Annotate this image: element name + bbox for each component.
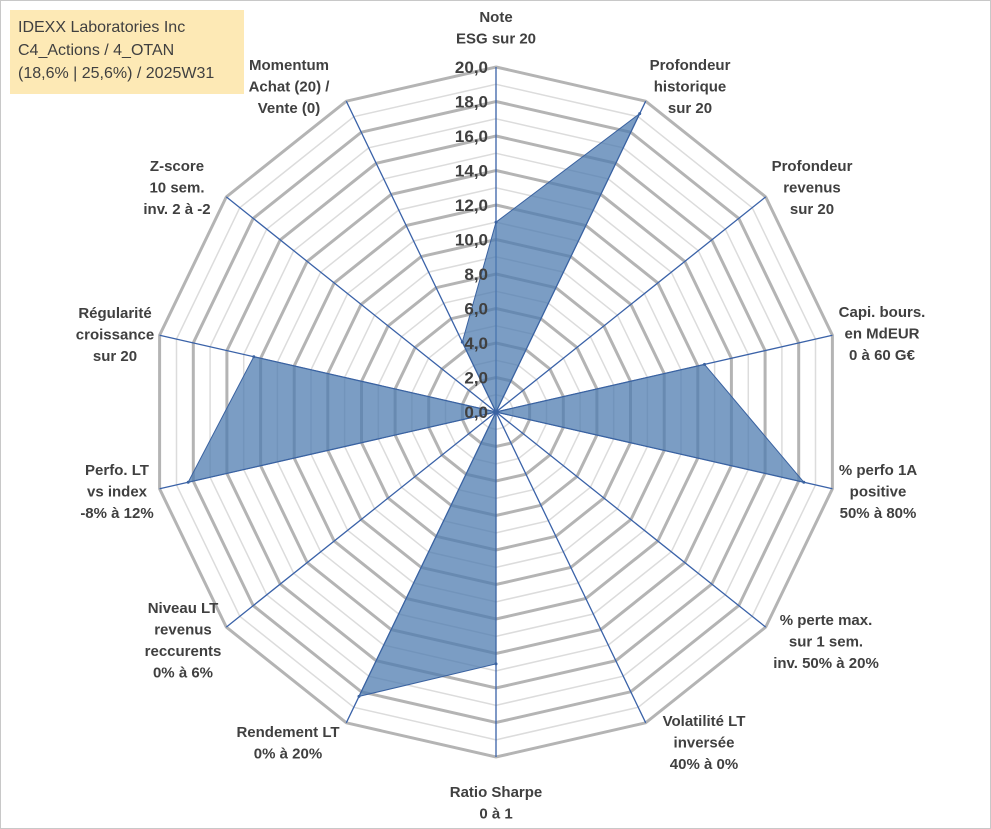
axis-label: Niveau LT revenus reccurents 0% à 6% — [145, 600, 222, 682]
radar-series — [186, 112, 806, 698]
tick-label: 0,0 — [464, 403, 488, 422]
axis-label-line: Vente (0) — [258, 100, 321, 117]
info-category: C4_Actions / 4_OTAN — [18, 42, 175, 59]
axis-label-line: % perte max. — [780, 612, 873, 629]
axis-label-line: Perfo. LT — [85, 462, 149, 479]
tick-label: 10,0 — [455, 231, 488, 250]
data-point — [494, 220, 498, 224]
data-point — [494, 662, 498, 666]
tick-label: 14,0 — [455, 162, 488, 181]
info-box: IDEXX Laboratories Inc C4_Actions / 4_OT… — [10, 10, 244, 94]
axis-label: % perfo 1A positive 50% à 80% — [839, 462, 918, 522]
tick-label: 8,0 — [464, 265, 488, 284]
data-point — [494, 410, 498, 414]
axis-label: Capi. bours. en MdEUR 0 à 60 G€ — [839, 304, 926, 364]
axis-label: Rendement LT 0% à 20% — [236, 724, 339, 763]
axis-label-line: % perfo 1A — [839, 462, 918, 479]
data-point — [357, 694, 361, 698]
axis-label-line: Note — [479, 9, 512, 26]
axis-label-line: revenus — [154, 622, 212, 639]
axis-label-line: revenus — [783, 180, 841, 197]
axis-label: Volatilité LT inversée 40% à 0% — [663, 713, 746, 773]
axis-label: Régularité croissance sur 20 — [76, 305, 154, 365]
axis-label-line: 10 sem. — [149, 180, 204, 197]
tick-label: 2,0 — [464, 369, 488, 388]
axis-label-line: Capi. bours. — [839, 304, 926, 321]
axis-label-line: 50% à 80% — [840, 505, 917, 522]
axis-label: Note ESG sur 20 — [456, 9, 536, 48]
axis-label-line: Niveau LT — [148, 600, 219, 617]
axis-label-line: Momentum — [249, 57, 329, 74]
axis-label-line: Profondeur — [650, 57, 731, 74]
axis-labels: Note ESG sur 20 Profondeur historique sur 20… — [76, 9, 926, 823]
axis-label-line: 40% à 0% — [670, 756, 738, 773]
series-area — [187, 113, 806, 698]
axis-label-line: Volatilité LT — [663, 713, 746, 730]
data-point — [703, 362, 706, 366]
axis-label-line: reccurents — [145, 643, 222, 660]
axis-label: Z-score 10 sem. inv. 2 à -2 — [143, 158, 210, 218]
axis-label-line: croissance — [76, 327, 154, 344]
tick-label: 16,0 — [455, 127, 488, 146]
axis-label-line: vs index — [87, 484, 148, 501]
tick-label: 20,0 — [455, 58, 488, 77]
axis-label-line: 0% à 20% — [254, 746, 322, 763]
axis-label: Momentum Achat (20) / Vente (0) — [249, 57, 331, 117]
tick-label: 12,0 — [455, 196, 488, 215]
axis-label-line: Profondeur — [772, 158, 853, 175]
axis-label-line: ESG sur 20 — [456, 31, 536, 48]
data-point — [638, 112, 642, 116]
axis-label-line: Rendement LT — [236, 724, 339, 741]
data-point — [186, 480, 190, 484]
tick-label: 18,0 — [455, 93, 488, 112]
tick-label: 4,0 — [464, 334, 488, 353]
axis-label-line: sur 1 sem. — [789, 634, 863, 651]
axis-label-line: sur 20 — [668, 100, 712, 117]
info-company-name: IDEXX Laboratories Inc — [18, 19, 186, 36]
axis-label-line: sur 20 — [790, 201, 834, 218]
axis-label: % perte max. sur 1 sem. inv. 50% à 20% — [773, 612, 879, 672]
axis-label-line: inv. 50% à 20% — [773, 655, 879, 672]
axis-label: Ratio Sharpe 0 à 1 — [450, 784, 543, 823]
axis-spoke — [225, 411, 497, 628]
axis-label: Profondeur revenus sur 20 — [772, 158, 853, 218]
axis-label-line: inv. 2 à -2 — [143, 201, 210, 218]
radial-tick-labels: 0,0 2,0 4,0 6,0 8,0 10,0 12,0 14,0 16,0 18,0 20,0 — [455, 58, 488, 422]
data-point — [460, 340, 464, 344]
axis-label-line: 0 à 60 G€ — [849, 347, 916, 364]
data-point — [802, 480, 806, 484]
axis-spoke — [495, 196, 767, 413]
data-point — [252, 355, 256, 359]
axis-label-line: positive — [850, 484, 907, 501]
axis-label-line: historique — [654, 79, 727, 96]
axis-label-line: Achat (20) / — [249, 79, 331, 96]
axis-label: Profondeur historique sur 20 — [650, 57, 731, 117]
axis-label-line: sur 20 — [93, 348, 137, 365]
axis-label-line: Z-score — [150, 158, 204, 175]
tick-label: 6,0 — [464, 300, 488, 319]
axis-label-line: Régularité — [78, 305, 151, 322]
info-stats-period: (18,6% | 25,6%) / 2025W31 — [18, 65, 215, 82]
axis-label-line: -8% à 12% — [80, 505, 153, 522]
axis-spoke — [495, 411, 767, 628]
axis-spoke — [225, 196, 497, 413]
axis-label-line: inversée — [674, 735, 735, 752]
axis-label-line: 0% à 6% — [153, 665, 213, 682]
axis-spoke — [495, 411, 647, 724]
axis-label-line: Ratio Sharpe — [450, 784, 543, 801]
axis-label-line: 0 à 1 — [479, 806, 512, 823]
axis-label: Perfo. LT vs index -8% à 12% — [80, 462, 153, 522]
axis-label-line: en MdEUR — [845, 326, 920, 343]
